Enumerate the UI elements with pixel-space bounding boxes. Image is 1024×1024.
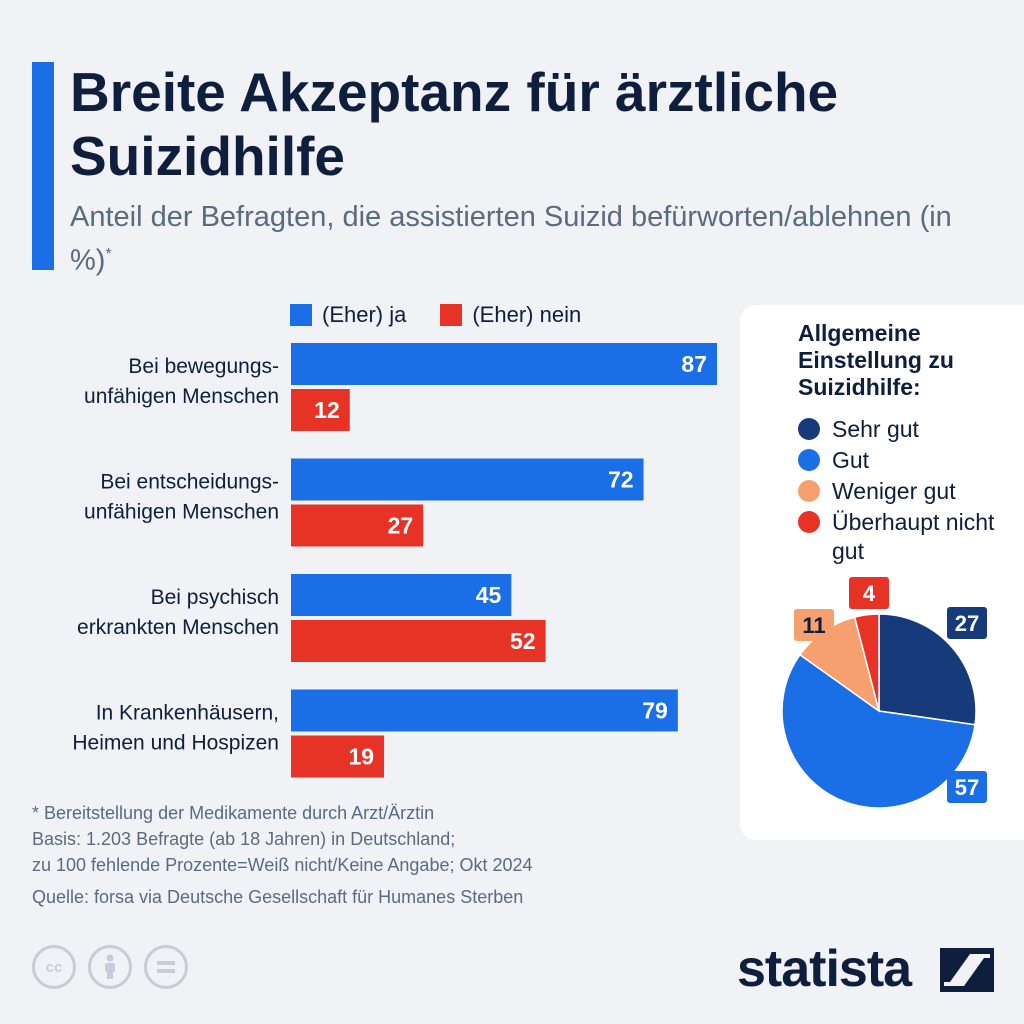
footnote-line: Basis: 1.203 Befragte (ab 18 Jahren) in …: [32, 829, 456, 849]
pie-legend-label-ueberhaupt-nicht-gut: Überhaupt nicht gut: [832, 509, 995, 564]
bar-no: [291, 620, 546, 662]
footnote: * Bereitstellung der Medikamente durch A…: [32, 800, 732, 878]
pie-value-label: 27: [955, 611, 979, 636]
bar-no: [291, 504, 424, 547]
category-label: Heimen und Hospizen: [72, 732, 279, 755]
subtitle-text: Anteil der Befragten, die assistierten S…: [70, 201, 952, 277]
pie-legend-item-ueberhaupt-nicht-gut: Überhaupt nicht gut: [798, 508, 1018, 566]
statista-logo-icon: [940, 948, 994, 992]
bar-legend: (Eher) ja (Eher) nein: [290, 298, 615, 332]
bar-no: [291, 735, 385, 778]
bar-value-label: 12: [314, 397, 340, 423]
license-icons: cc: [32, 945, 200, 989]
pie-value-label: 4: [863, 581, 876, 606]
bar-chart: 87 12 Bei bewegungs-unfähigen Menschen 72 27…: [72, 343, 717, 778]
category-label: Bei entscheidungs-: [100, 471, 279, 494]
bar-value-label: 45: [476, 582, 502, 608]
bar-value-label: 19: [348, 744, 374, 770]
source-note: Quelle: forsa via Deutsche Gesellschaft …: [32, 887, 524, 907]
pie-card: Allgemeine Einstellung zu Suizidhilfe: S…: [740, 305, 1024, 840]
pie-slice-gut: [781, 653, 976, 809]
bar-yes: [291, 689, 678, 732]
footnote-line: zu 100 fehlende Prozente=Weiß nicht/Kein…: [32, 855, 533, 875]
no-derivatives-icon: [144, 945, 188, 989]
bar-yes: [291, 574, 512, 616]
legend-item-no: (Eher) nein: [440, 302, 581, 328]
pie-legend-item-weniger-gut: Weniger gut: [798, 477, 1018, 506]
attribution-icon: [88, 945, 132, 989]
footnote-line: * Bereitstellung der Medikamente durch A…: [32, 803, 435, 823]
pie-value-label: 11: [802, 613, 825, 638]
bar-no: [291, 389, 350, 431]
statista-brand: statista: [737, 938, 997, 1000]
pie-value-box: [849, 577, 889, 609]
category-label: Bei psychisch: [151, 586, 279, 609]
pie-slice-ueberhaupt-nicht-gut: [853, 613, 880, 712]
pie-legend-label-sehr-gut: Sehr gut: [832, 416, 919, 442]
legend-swatch-no: [440, 304, 463, 326]
pie-legend: Sehr gut Gut Weniger gut Überhaupt nicht…: [798, 415, 1018, 568]
bar-value-label: 52: [510, 628, 536, 654]
cc-icon: cc: [32, 945, 76, 989]
category-label: unfähigen Menschen: [84, 501, 279, 524]
pie-value-box: [947, 771, 987, 803]
title-accent-bar: [32, 62, 54, 270]
pie-legend-item-sehr-gut: Sehr gut: [798, 415, 1018, 444]
pie-legend-dot-weniger-gut: [798, 480, 820, 502]
category-label: In Krankenhäusern,: [96, 702, 279, 725]
pie-value-box: [794, 609, 834, 641]
bar-yes: [291, 343, 717, 385]
pie-title: Allgemeine Einstellung zu Suizidhilfe:: [798, 320, 954, 400]
brand-name: statista: [737, 940, 912, 998]
pie-legend-dot-sehr-gut: [798, 418, 820, 440]
pie-chart: 27 57 11 4: [781, 577, 987, 809]
pie-value-label: 57: [955, 775, 979, 800]
subtitle-footnote-mark: *: [105, 246, 112, 263]
legend-item-yes: (Eher) ja: [290, 302, 406, 328]
category-label: Bei bewegungs-: [128, 355, 279, 378]
category-label: unfähigen Menschen: [84, 385, 279, 408]
bar-value-label: 27: [388, 513, 414, 539]
bar-value-label: 79: [642, 698, 668, 724]
pie-value-box: [947, 607, 987, 639]
pie-legend-label-weniger-gut: Weniger gut: [832, 478, 956, 504]
pie-slice-sehr-gut: [878, 613, 977, 726]
legend-label-no: (Eher) nein: [472, 302, 582, 327]
legend-swatch-yes: [290, 304, 312, 326]
bar-yes: [291, 458, 644, 501]
chart-subtitle: Anteil der Befragten, die assistierten S…: [70, 198, 970, 280]
bar-value-label: 87: [681, 351, 707, 377]
bar-value-label: 72: [608, 467, 634, 493]
category-label: erkrankten Menschen: [77, 616, 279, 639]
pie-legend-label-gut: Gut: [832, 447, 870, 473]
pie-legend-item-gut: Gut: [798, 446, 1018, 475]
pie-legend-dot-ueberhaupt-nicht-gut: [798, 511, 820, 533]
chart-title: Breite Akzeptanz für ärztliche Suizidhil…: [70, 61, 839, 187]
pie-legend-dot-gut: [798, 449, 820, 471]
legend-label-yes: (Eher) ja: [322, 302, 407, 327]
